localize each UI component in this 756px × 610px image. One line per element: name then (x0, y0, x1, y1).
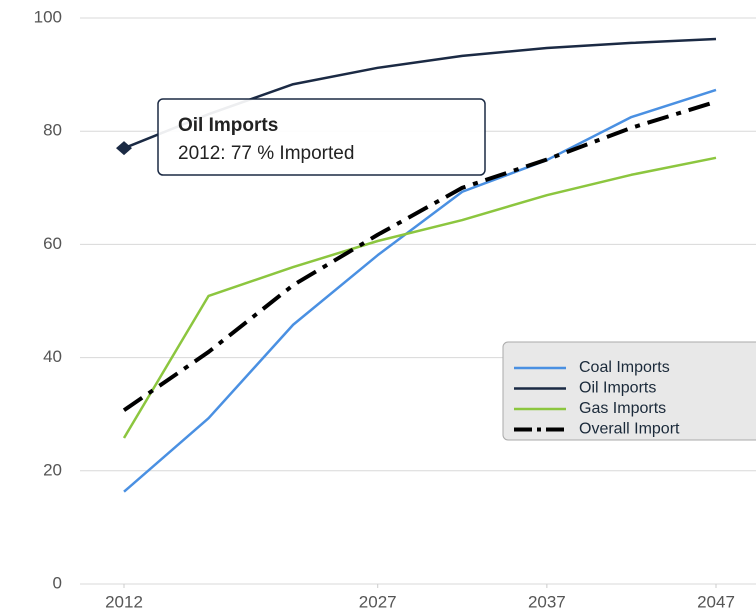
tooltip-marker (116, 141, 132, 156)
y-tick-label: 40 (43, 347, 62, 366)
legend-box (502, 341, 756, 441)
legend: Coal Imports Oil Imports Gas Imports Overal… (502, 341, 756, 441)
x-tick-label: 2037 (528, 592, 566, 610)
y-tick-label: 60 (43, 234, 62, 253)
y-tick-label: 0 (53, 573, 62, 592)
series-line (123, 88, 717, 493)
legend-label: Coal Imports (579, 359, 670, 376)
legend-label: Oil Imports (579, 380, 656, 397)
x-tick-label: 2027 (359, 592, 397, 610)
x-tick-label: 2012 (105, 592, 143, 610)
series-line (122, 99, 717, 412)
x-tick-label: 2047 (697, 592, 735, 610)
series-line (122, 156, 717, 439)
tooltip-text: 2012: 77 % Imported (178, 143, 354, 164)
legend-label: Overall Import (579, 421, 680, 438)
y-tick-label: 80 (43, 121, 62, 140)
legend-label: Gas Imports (579, 400, 666, 417)
y-tick-label: 20 (43, 460, 62, 479)
tooltip-box (157, 98, 486, 176)
y-tick-label: 100 (34, 7, 62, 26)
tooltip-title: Oil Imports (178, 115, 278, 136)
